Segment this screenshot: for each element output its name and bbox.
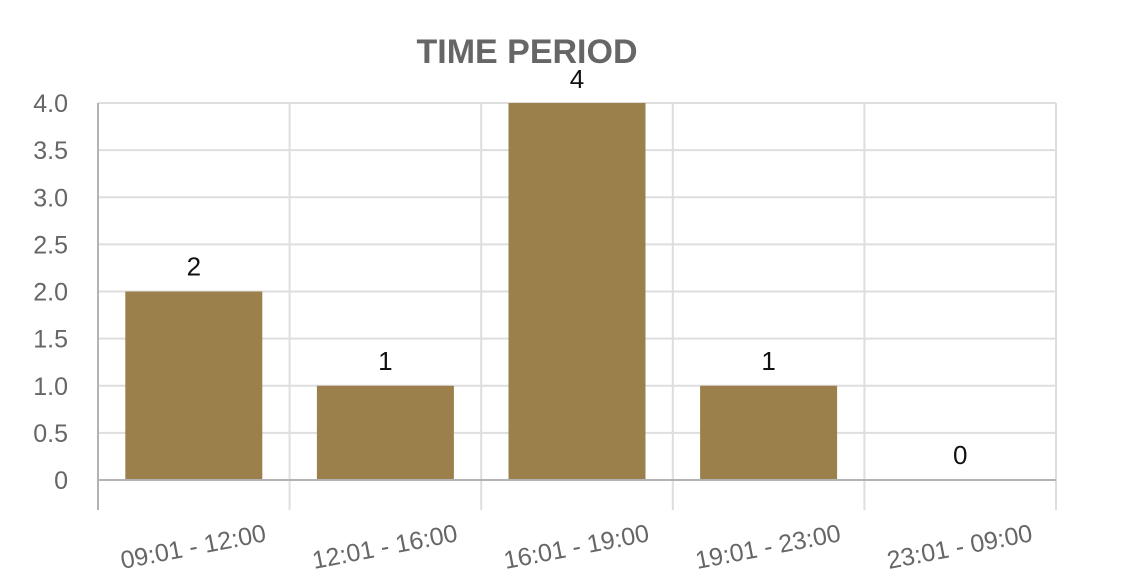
bar-value-label: 2 xyxy=(187,252,201,282)
y-tick-label: 2.5 xyxy=(33,231,68,259)
y-tick-label: 3.5 xyxy=(33,137,68,165)
x-tick-label: 16:01 - 19:00 xyxy=(501,519,651,573)
bar xyxy=(316,385,454,480)
axes-layer xyxy=(97,103,1056,510)
y-tick-label: 1.0 xyxy=(33,373,68,401)
y-tick-label: 2.0 xyxy=(33,279,68,307)
bar xyxy=(125,291,263,480)
bar-value-label: 0 xyxy=(953,440,967,470)
chart-title: TIME PERIOD xyxy=(416,33,637,71)
bar-value-label: 1 xyxy=(378,346,392,376)
x-tick-label: 12:01 - 16:00 xyxy=(310,519,460,573)
y-tick-label: 1.5 xyxy=(33,326,68,354)
bar-value-label: 1 xyxy=(761,346,775,376)
bar xyxy=(700,385,838,480)
bar-value-label: 4 xyxy=(570,64,584,94)
y-tick-label: 0.5 xyxy=(33,420,68,448)
x-tick-label: 19:01 - 23:00 xyxy=(693,519,843,573)
y-tick-label: 4.0 xyxy=(33,90,68,118)
x-tick-label: 23:01 - 09:00 xyxy=(885,519,1035,573)
y-tick-label: 0 xyxy=(54,467,68,495)
bar xyxy=(508,103,646,480)
y-tick-label: 3.0 xyxy=(33,184,68,212)
x-tick-label: 09:01 - 12:00 xyxy=(118,519,268,573)
bars-layer xyxy=(125,103,838,480)
